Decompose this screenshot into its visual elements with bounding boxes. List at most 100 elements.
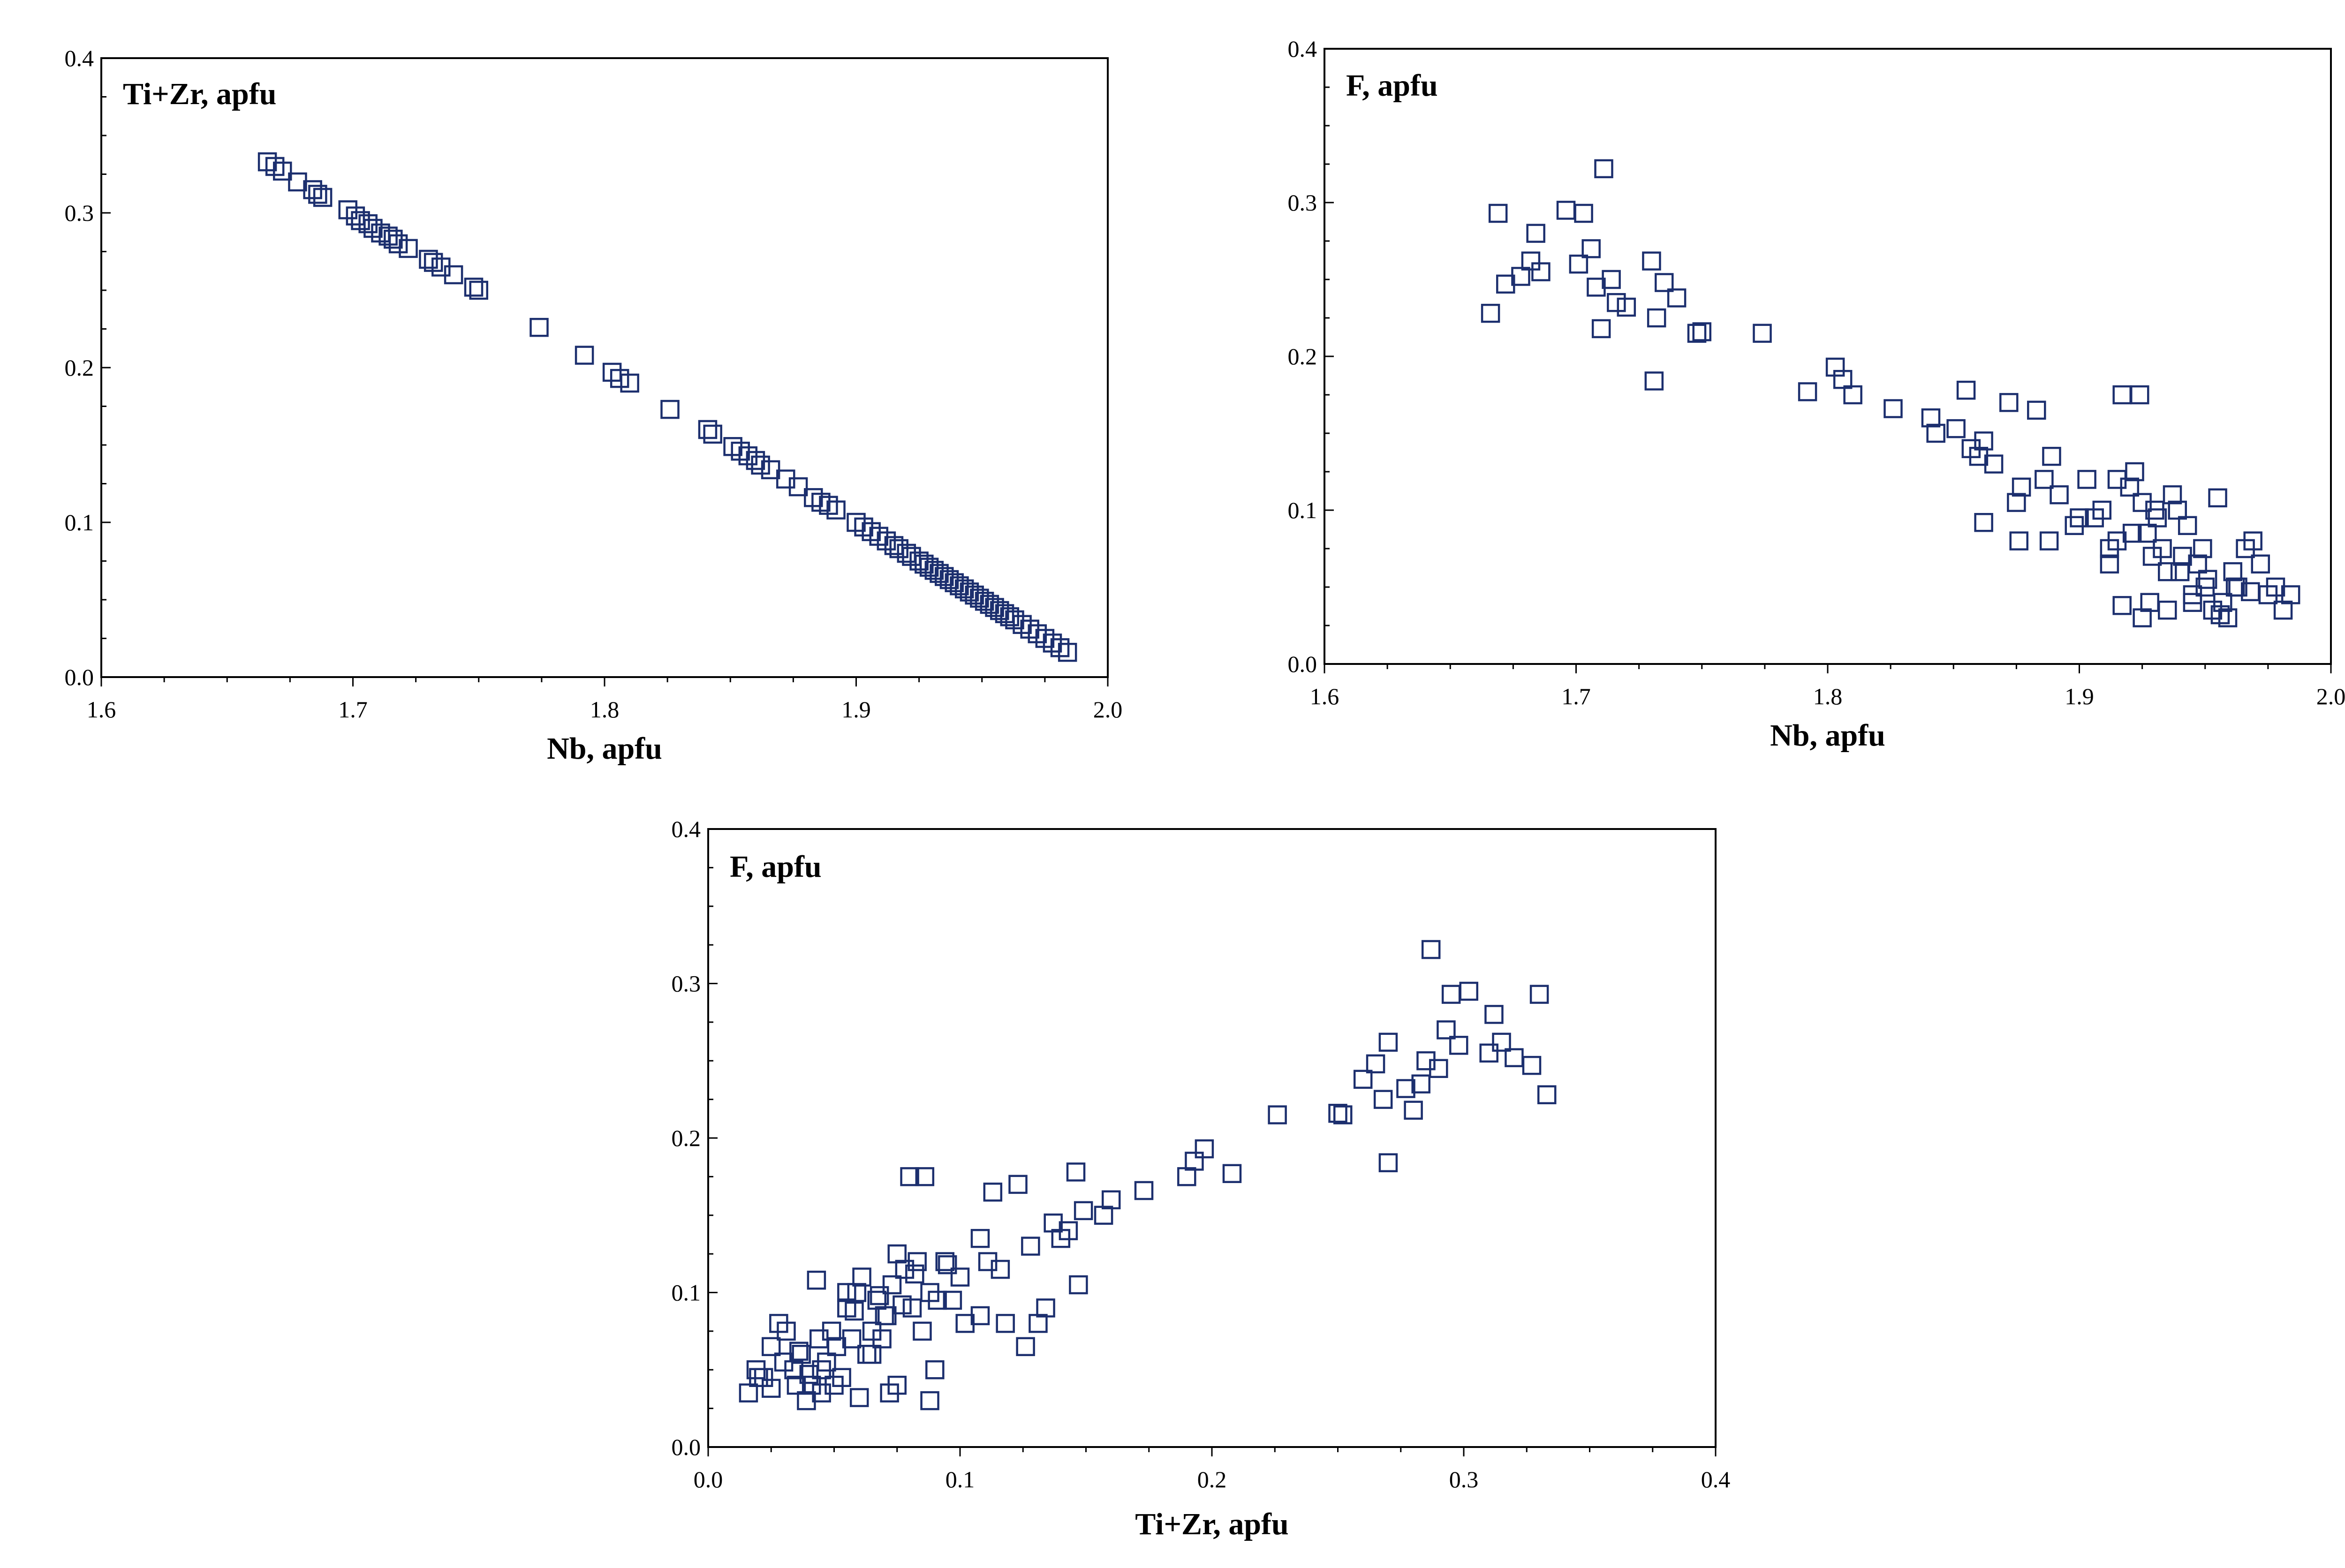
data-point: [388, 234, 408, 254]
data-point: [2130, 385, 2149, 405]
data-point: [2158, 600, 2177, 620]
data-point: [1366, 1054, 1385, 1074]
data-point: [1526, 224, 1545, 243]
data-point: [1222, 1164, 1242, 1184]
data-point: [983, 1183, 1003, 1202]
data-point: [1008, 1175, 1028, 1194]
data-point: [749, 1368, 768, 1387]
y-tick-label: 0.2: [1288, 343, 1317, 369]
data-point: [1642, 251, 1661, 271]
y-tick-label: 0.0: [672, 1434, 701, 1460]
y-tick-label: 0.3: [1288, 189, 1317, 216]
data-point: [660, 400, 680, 419]
data-point: [1101, 1190, 1121, 1210]
data-point: [2170, 562, 2190, 581]
data-point: [1556, 201, 1576, 220]
data-point: [464, 278, 484, 297]
data-point: [1655, 273, 1674, 292]
data-point: [1185, 1152, 1204, 1171]
data-point: [1591, 319, 1611, 339]
y-tick-label: 0.0: [1288, 651, 1317, 677]
data-point: [444, 265, 463, 285]
y-tick-label: 0.0: [65, 664, 94, 690]
x-axis-label: Nb, apfu: [547, 731, 662, 766]
data-point: [882, 1275, 902, 1295]
data-point: [950, 1267, 970, 1287]
data-point: [1946, 419, 1966, 438]
data-point: [2012, 477, 2031, 497]
y-tick-label: 0.4: [65, 45, 94, 71]
data-point: [797, 1391, 816, 1410]
data-point: [698, 420, 718, 439]
data-point: [2009, 531, 2028, 550]
data-point: [2251, 554, 2270, 574]
data-point: [2112, 385, 2132, 405]
y-tick-label: 0.2: [672, 1125, 701, 1151]
data-point: [996, 1314, 1015, 1333]
data-point: [762, 1379, 781, 1398]
data-point: [920, 1391, 939, 1410]
x-tick-label: 0.2: [1197, 1466, 1227, 1493]
data-point: [2007, 493, 2026, 512]
data-point: [1974, 431, 1993, 451]
data-point: [905, 1264, 924, 1284]
data-point: [2225, 577, 2245, 597]
data-point: [900, 1167, 919, 1186]
data-point: [1094, 1206, 1113, 1225]
data-point: [1484, 1005, 1504, 1024]
data-point: [935, 1252, 955, 1271]
data-point: [1074, 1201, 1093, 1221]
x-tick-label: 1.7: [1561, 683, 1591, 709]
data-point: [1999, 393, 2019, 412]
data-point: [1647, 308, 1666, 328]
data-point: [1531, 262, 1551, 281]
data-point: [1974, 513, 1993, 532]
data-point: [1687, 324, 1707, 343]
data-point: [1268, 1105, 1287, 1124]
data-point: [2193, 539, 2212, 558]
data-point: [1492, 1033, 1511, 1052]
data-point: [1021, 1236, 1040, 1256]
data-point: [2223, 562, 2243, 581]
data-point: [2027, 400, 2046, 420]
y-tick-label: 0.1: [65, 509, 94, 535]
x-tick-label: 1.8: [1813, 683, 1843, 709]
data-point: [1617, 297, 1636, 317]
data-point: [2122, 523, 2142, 543]
data-point: [1753, 324, 1772, 343]
x-tick-label: 1.6: [1310, 683, 1339, 709]
data-point: [1488, 204, 1508, 223]
data-point: [1404, 1101, 1423, 1120]
data-point: [802, 1375, 821, 1395]
data-point: [762, 1337, 781, 1357]
y-tick-label: 0.2: [65, 354, 94, 381]
data-point: [2042, 446, 2061, 466]
chart-title: F, apfu: [1346, 68, 1438, 103]
data-point: [1644, 371, 1664, 391]
chart-ti-zr-vs-nb: 0.0 0.1 0.2 0.3 0.4 1.6 1.7 1.8 1.9 2.0 Ti+Zr, apf…: [65, 45, 1123, 766]
data-point: [938, 1255, 957, 1274]
data-point: [862, 1321, 882, 1341]
data-point: [847, 1283, 867, 1302]
x-tick-label: 1.9: [841, 696, 871, 723]
data-point: [1411, 1074, 1430, 1093]
data-point: [399, 239, 418, 258]
data-point: [530, 317, 549, 337]
data-point: [1378, 1153, 1398, 1172]
y-tick-label: 0.1: [672, 1280, 701, 1306]
data-point: [703, 424, 722, 444]
data-point: [273, 161, 292, 181]
x-axis-label: Nb, apfu: [1770, 718, 1885, 753]
data-point: [915, 1167, 935, 1186]
data-point: [1421, 940, 1441, 959]
data-point: [809, 1329, 829, 1349]
data-point: [1574, 204, 1593, 223]
data-point: [789, 1342, 809, 1361]
data-point: [1511, 267, 1530, 286]
plot-frame: [1324, 48, 2332, 665]
data-point: [1029, 1314, 1048, 1333]
data-point: [575, 346, 594, 365]
data-point: [308, 185, 327, 204]
data-point: [875, 1306, 894, 1326]
data-point: [1529, 985, 1549, 1004]
